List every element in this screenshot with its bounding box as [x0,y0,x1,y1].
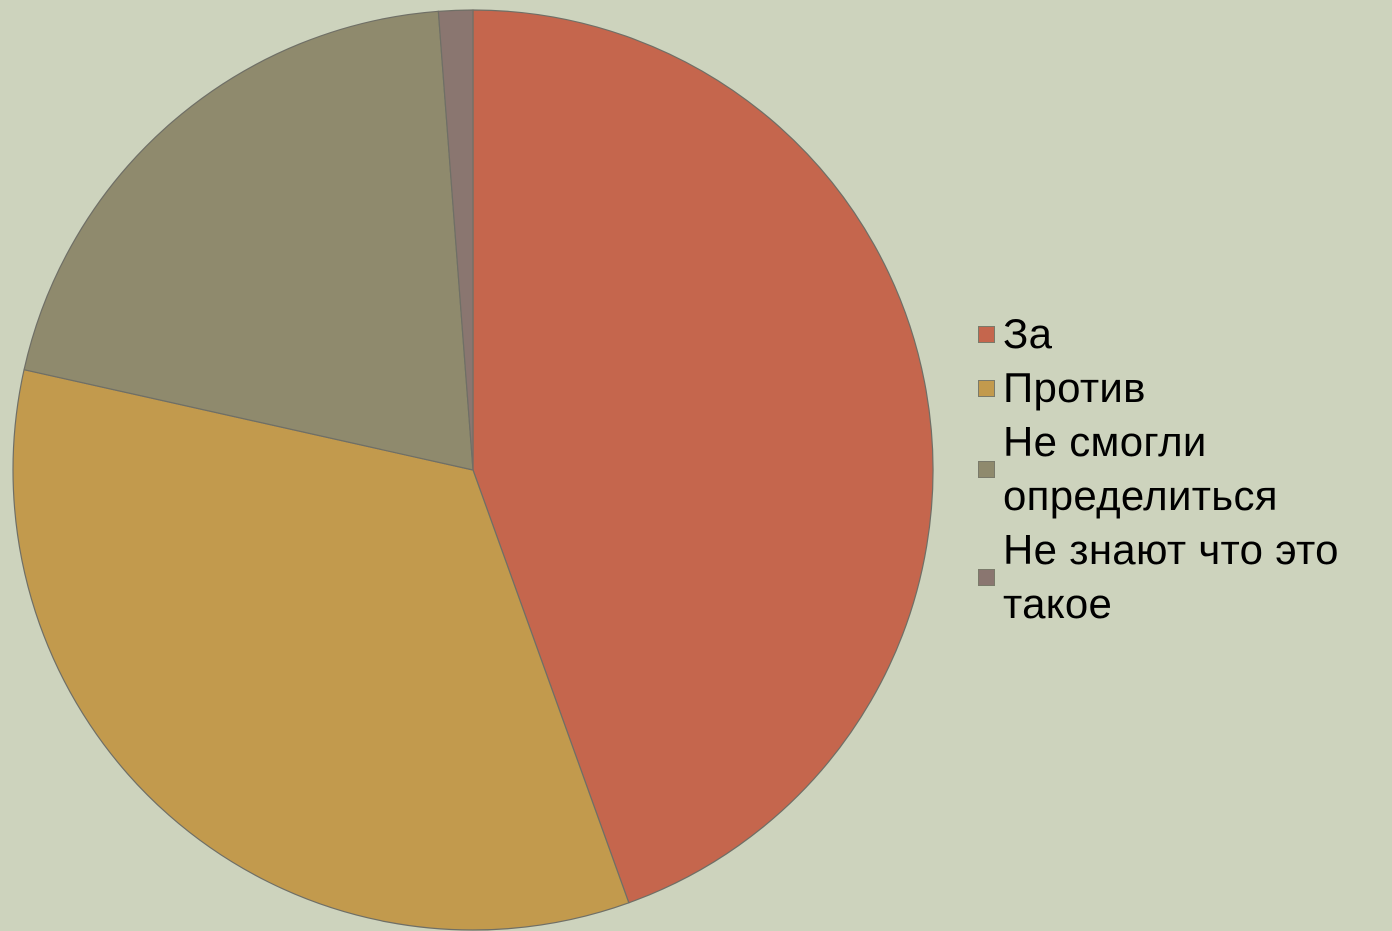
legend-label-protiv: Против [1003,364,1146,411]
pie-slice-za [472,9,934,904]
pie-slices [12,9,934,931]
legend-swatch-protiv [978,379,995,397]
legend-item-undecided: Не смогли определиться [978,415,1388,523]
legend-label-za: За [1003,310,1053,357]
legend-label-undecided: Не смогли определиться [1003,418,1278,519]
legend-label-unknown: Не знают что это такое [1003,526,1339,627]
legend-swatch-unknown [978,568,995,586]
legend-item-unknown: Не знают что это такое [978,523,1388,631]
legend-swatch-undecided [978,460,995,478]
pie-slice-unknown [437,9,474,471]
pie-slice-undecided [23,10,474,471]
pie-slice-protiv [12,368,630,931]
legend-swatch-za [978,325,995,343]
legend-item-za: За [978,307,1388,361]
legend-item-protiv: Против [978,361,1388,415]
chart-legend: За Против Не смогли определиться Не знаю… [978,307,1388,631]
